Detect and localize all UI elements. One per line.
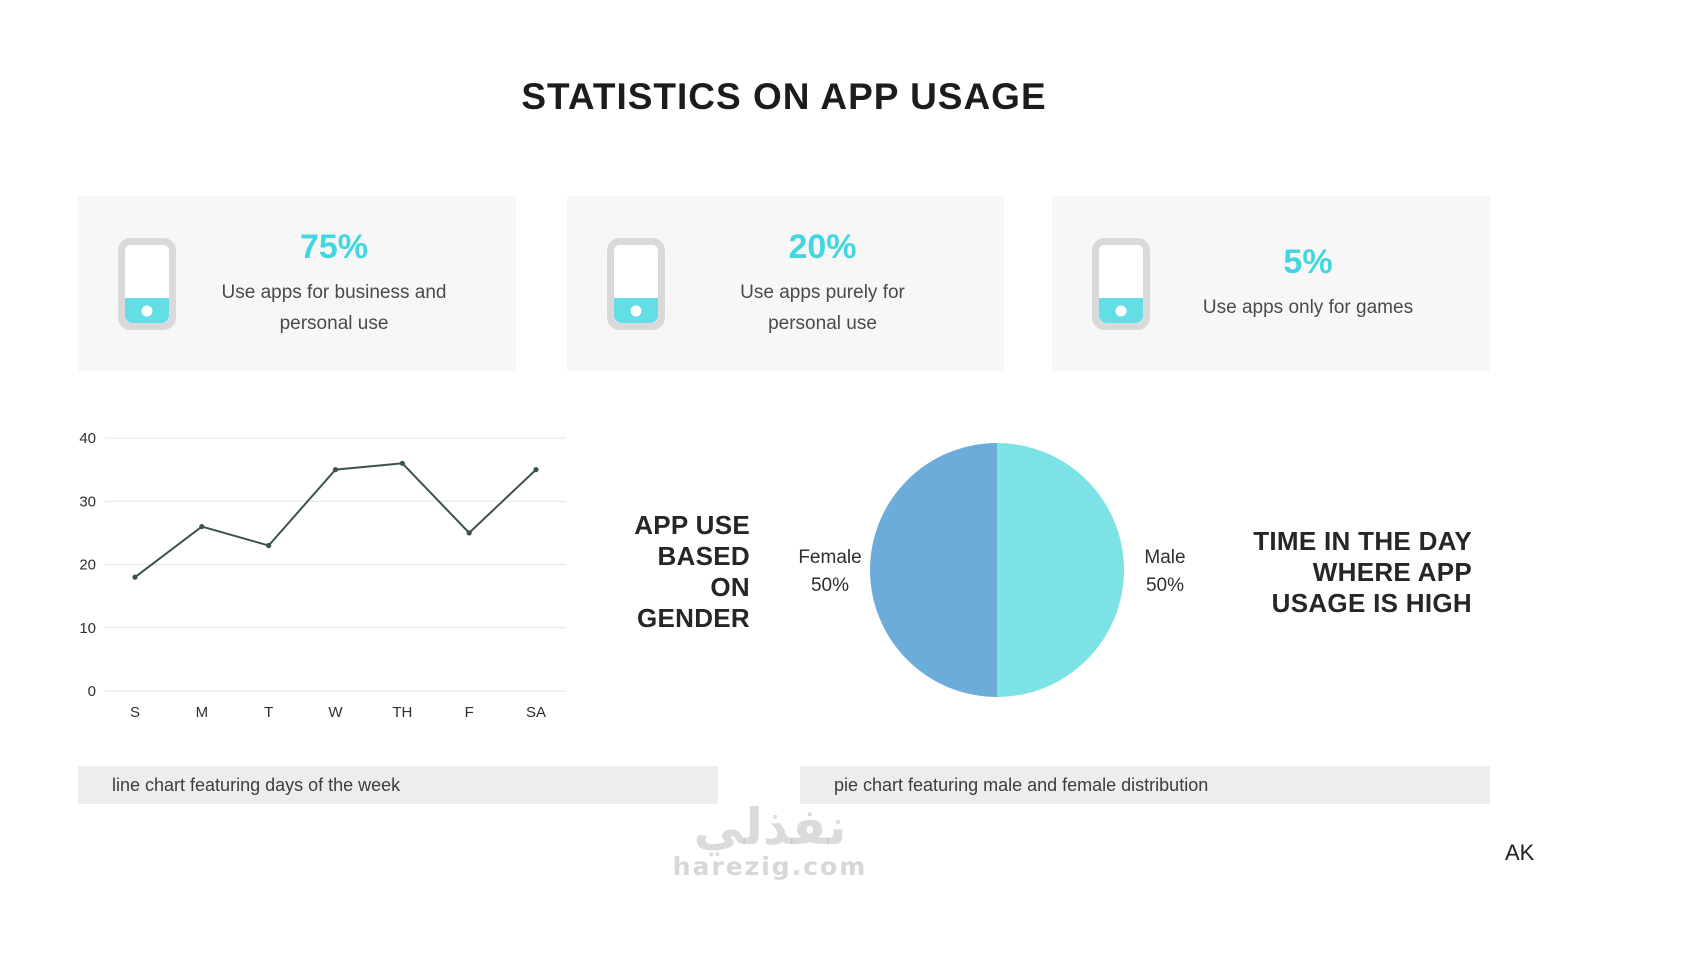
pie-slice-name: Female	[798, 547, 862, 568]
svg-text:20: 20	[79, 557, 96, 574]
heading-line: USAGE IS HIGH	[1271, 588, 1472, 618]
stat-card-business-personal: 75% Use apps for business and personal u…	[78, 196, 516, 371]
watermark: نفذلي harezig.com	[590, 798, 950, 881]
stat-card-text: 75% Use apps for business and personal u…	[176, 228, 492, 340]
heading-line: GENDER	[636, 603, 750, 633]
phone-icon	[607, 237, 665, 330]
stat-label: Use apps for business and personal use	[221, 281, 447, 334]
stat-card-text: 20% Use apps purely for personal use	[665, 228, 980, 340]
svg-text:10: 10	[79, 620, 96, 637]
pie-slice-value: 50%	[1145, 575, 1185, 596]
stat-label: Use apps purely for personal use	[740, 281, 905, 334]
heading-line: WHERE APP	[1312, 557, 1472, 587]
stat-card-text: 5% Use apps only for games	[1150, 243, 1466, 323]
svg-text:M: M	[196, 704, 209, 721]
gender-heading: APP USE BASED ON GENDER	[540, 510, 750, 634]
phone-icon	[118, 237, 176, 330]
svg-text:TH: TH	[392, 704, 412, 721]
pie-slice-name: Male	[1144, 547, 1186, 568]
heading-line: APP USE	[634, 510, 750, 540]
svg-text:30: 30	[79, 493, 96, 510]
svg-text:SA: SA	[526, 704, 546, 721]
pie-label-male: Male 50%	[1120, 544, 1210, 600]
page-title: STATISTICS ON APP USAGE	[521, 76, 1047, 117]
line-chart-caption: line chart featuring days of the week	[78, 766, 718, 804]
heading-line: BASED	[657, 541, 750, 571]
watermark-arabic-text: نفذلي	[693, 798, 847, 856]
phone-icon	[1092, 237, 1150, 330]
stat-value: 75%	[299, 227, 369, 266]
svg-text:F: F	[465, 704, 474, 721]
svg-text:T: T	[264, 704, 273, 721]
pie-chart-caption: pie chart featuring male and female dist…	[800, 766, 1490, 804]
svg-text:S: S	[130, 704, 140, 721]
heading-line: ON	[710, 572, 750, 602]
pie-slice-value: 50%	[810, 575, 850, 596]
svg-text:W: W	[328, 704, 343, 721]
time-heading: TIME IN THE DAY WHERE APP USAGE IS HIGH	[1240, 526, 1472, 619]
stat-card-games: 5% Use apps only for games	[1052, 196, 1490, 371]
stat-value: 5%	[1283, 243, 1333, 282]
pie-label-female: Female 50%	[780, 544, 880, 600]
stat-card-personal: 20% Use apps purely for personal use	[567, 196, 1004, 371]
watermark-domain-text: harezig.com	[672, 852, 868, 881]
heading-line: TIME IN THE DAY	[1253, 526, 1472, 556]
stat-value: 20%	[788, 227, 857, 266]
line-chart: 0 10 20 30 40 S M T W TH F SA	[78, 415, 578, 725]
signature: AK	[1505, 840, 1535, 865]
svg-text:0: 0	[88, 683, 96, 700]
pie-chart	[870, 443, 1124, 697]
stat-label: Use apps only for games	[1202, 297, 1414, 319]
svg-text:40: 40	[79, 430, 96, 447]
